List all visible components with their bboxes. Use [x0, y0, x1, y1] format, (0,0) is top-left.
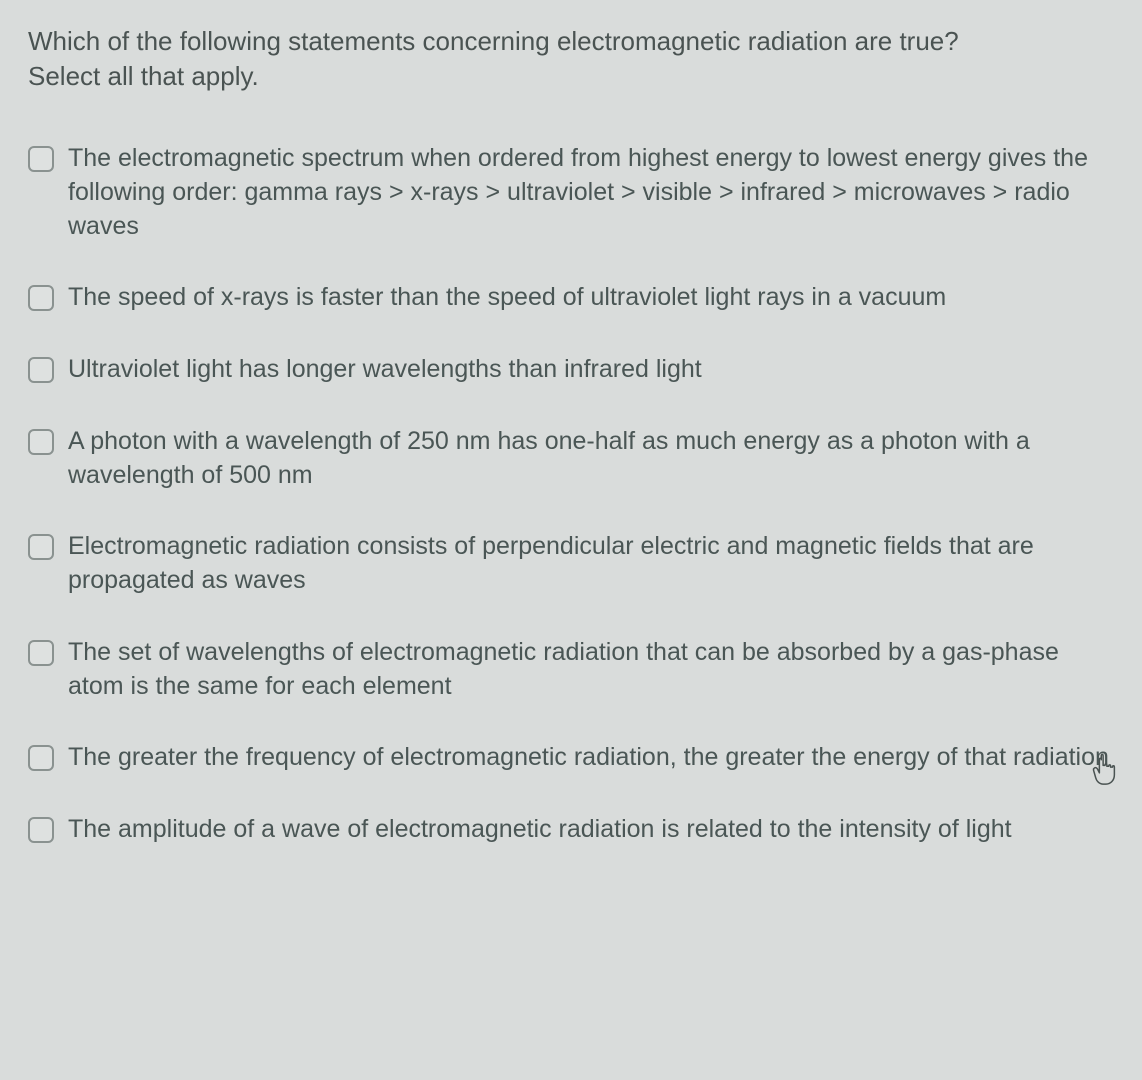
option-row[interactable]: The greater the frequency of electromagn…: [28, 741, 1114, 775]
question-line-1: Which of the following statements concer…: [28, 26, 959, 56]
option-row[interactable]: The set of wavelengths of electromagneti…: [28, 636, 1114, 704]
option-text: The amplitude of a wave of electromagnet…: [68, 813, 1012, 847]
options-list: The electromagnetic spectrum when ordere…: [28, 142, 1114, 847]
question-page: Which of the following statements concer…: [0, 0, 1142, 871]
checkbox[interactable]: [28, 534, 54, 560]
option-text: The electromagnetic spectrum when ordere…: [68, 142, 1114, 243]
checkbox[interactable]: [28, 357, 54, 383]
option-text: Electromagnetic radiation consists of pe…: [68, 530, 1114, 598]
checkbox[interactable]: [28, 146, 54, 172]
option-row[interactable]: The electromagnetic spectrum when ordere…: [28, 142, 1114, 243]
question-prompt: Which of the following statements concer…: [28, 24, 1114, 94]
option-text: The greater the frequency of electromagn…: [68, 741, 1109, 775]
checkbox[interactable]: [28, 817, 54, 843]
question-line-2: Select all that apply.: [28, 61, 259, 91]
option-row[interactable]: Electromagnetic radiation consists of pe…: [28, 530, 1114, 598]
checkbox[interactable]: [28, 640, 54, 666]
checkbox[interactable]: [28, 285, 54, 311]
option-row[interactable]: A photon with a wavelength of 250 nm has…: [28, 425, 1114, 493]
option-text: The set of wavelengths of electromagneti…: [68, 636, 1114, 704]
option-text: Ultraviolet light has longer wavelengths…: [68, 353, 702, 387]
option-row[interactable]: The amplitude of a wave of electromagnet…: [28, 813, 1114, 847]
checkbox[interactable]: [28, 745, 54, 771]
option-text: A photon with a wavelength of 250 nm has…: [68, 425, 1114, 493]
option-row[interactable]: Ultraviolet light has longer wavelengths…: [28, 353, 1114, 387]
checkbox[interactable]: [28, 429, 54, 455]
option-row[interactable]: The speed of x-rays is faster than the s…: [28, 281, 1114, 315]
option-text: The speed of x-rays is faster than the s…: [68, 281, 946, 315]
